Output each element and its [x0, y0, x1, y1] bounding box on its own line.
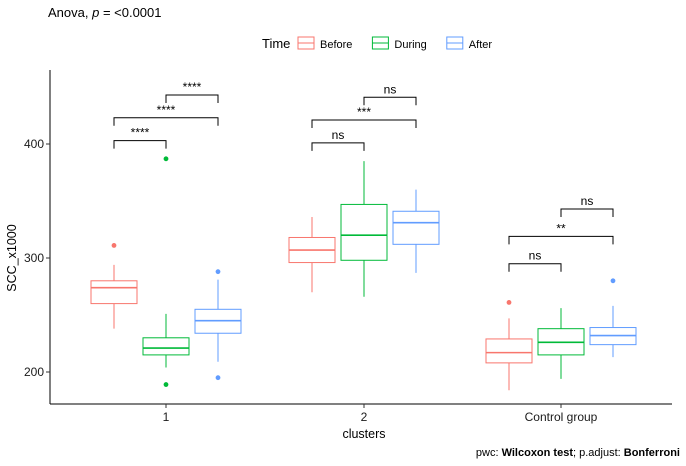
legend-label: During — [394, 39, 426, 51]
bracket-line — [311, 119, 417, 129]
significance-bracket: **** — [113, 103, 219, 126]
significance-bracket: *** — [311, 105, 417, 129]
legend-label: After — [469, 39, 493, 51]
significance-bracket: ** — [508, 221, 614, 245]
legend: Time Before During After — [262, 36, 492, 51]
box-before-control-group — [485, 300, 533, 391]
bracket-label: ns — [384, 82, 397, 96]
significance-bracket: **** — [165, 80, 219, 103]
x-axis-title: clusters — [342, 427, 385, 441]
significance-bracket: ns — [363, 82, 417, 106]
box-before-1 — [90, 243, 138, 329]
x-tick-label: 2 — [361, 410, 368, 424]
bracket-line — [508, 235, 614, 245]
outlier-point — [506, 300, 512, 305]
bracket-line — [508, 263, 562, 272]
legend-key-after: After — [446, 36, 493, 51]
box-iqr — [340, 203, 388, 261]
bracket-line — [560, 208, 614, 217]
y-tick-label: 300 — [24, 251, 44, 265]
caption: pwc: Wilcoxon test; p.adjust: Bonferroni — [476, 447, 680, 459]
box-after-1 — [194, 269, 242, 381]
box-during-control-group — [537, 308, 585, 379]
legend-key-before: Before — [297, 36, 352, 51]
outlier-point — [215, 375, 221, 381]
bracket-line — [113, 140, 167, 149]
bracket-label: **** — [157, 103, 176, 117]
x-tick-label: 1 — [163, 410, 170, 424]
legend-title: Time — [262, 36, 290, 51]
box-iqr — [142, 337, 190, 356]
bracket-line — [311, 142, 365, 151]
box-iqr — [90, 280, 138, 305]
outlier-point — [111, 243, 117, 248]
bracket-label: **** — [183, 80, 202, 94]
outlier-point — [163, 382, 169, 387]
box-during-1 — [142, 156, 190, 387]
significance-bracket: ns — [560, 194, 614, 217]
legend-key-during: During — [371, 36, 427, 51]
bracket-label: *** — [357, 105, 371, 119]
bracket-label: **** — [131, 126, 150, 140]
outlier-point — [215, 269, 221, 275]
significance-bracket: **** — [113, 126, 167, 149]
box-during-2 — [340, 161, 388, 297]
bracket-label: ns — [332, 128, 345, 142]
box-iqr — [392, 210, 440, 245]
box-after-control-group — [589, 278, 637, 358]
box-before-2 — [288, 216, 336, 293]
y-axis-title: SCC_x1000 — [5, 224, 19, 291]
significance-bracket: ns — [311, 128, 365, 151]
box-after-2 — [392, 189, 440, 273]
significance-bracket: ns — [508, 249, 562, 272]
bracket-line — [363, 96, 417, 106]
outlier-point — [610, 278, 616, 284]
x-tick-label: Control group — [525, 410, 598, 424]
bracket-label: ns — [529, 249, 542, 263]
bracket-line — [165, 94, 219, 103]
box-iqr — [485, 338, 533, 364]
bracket-line — [113, 117, 219, 126]
y-tick-label: 400 — [24, 137, 44, 151]
bracket-label: ns — [581, 194, 594, 208]
legend-label: Before — [320, 39, 352, 51]
y-tick-label: 200 — [24, 365, 44, 379]
outlier-point — [163, 156, 169, 162]
chart-title: Anova, p = <0.0001 — [48, 5, 162, 20]
bracket-label: ** — [556, 221, 566, 235]
